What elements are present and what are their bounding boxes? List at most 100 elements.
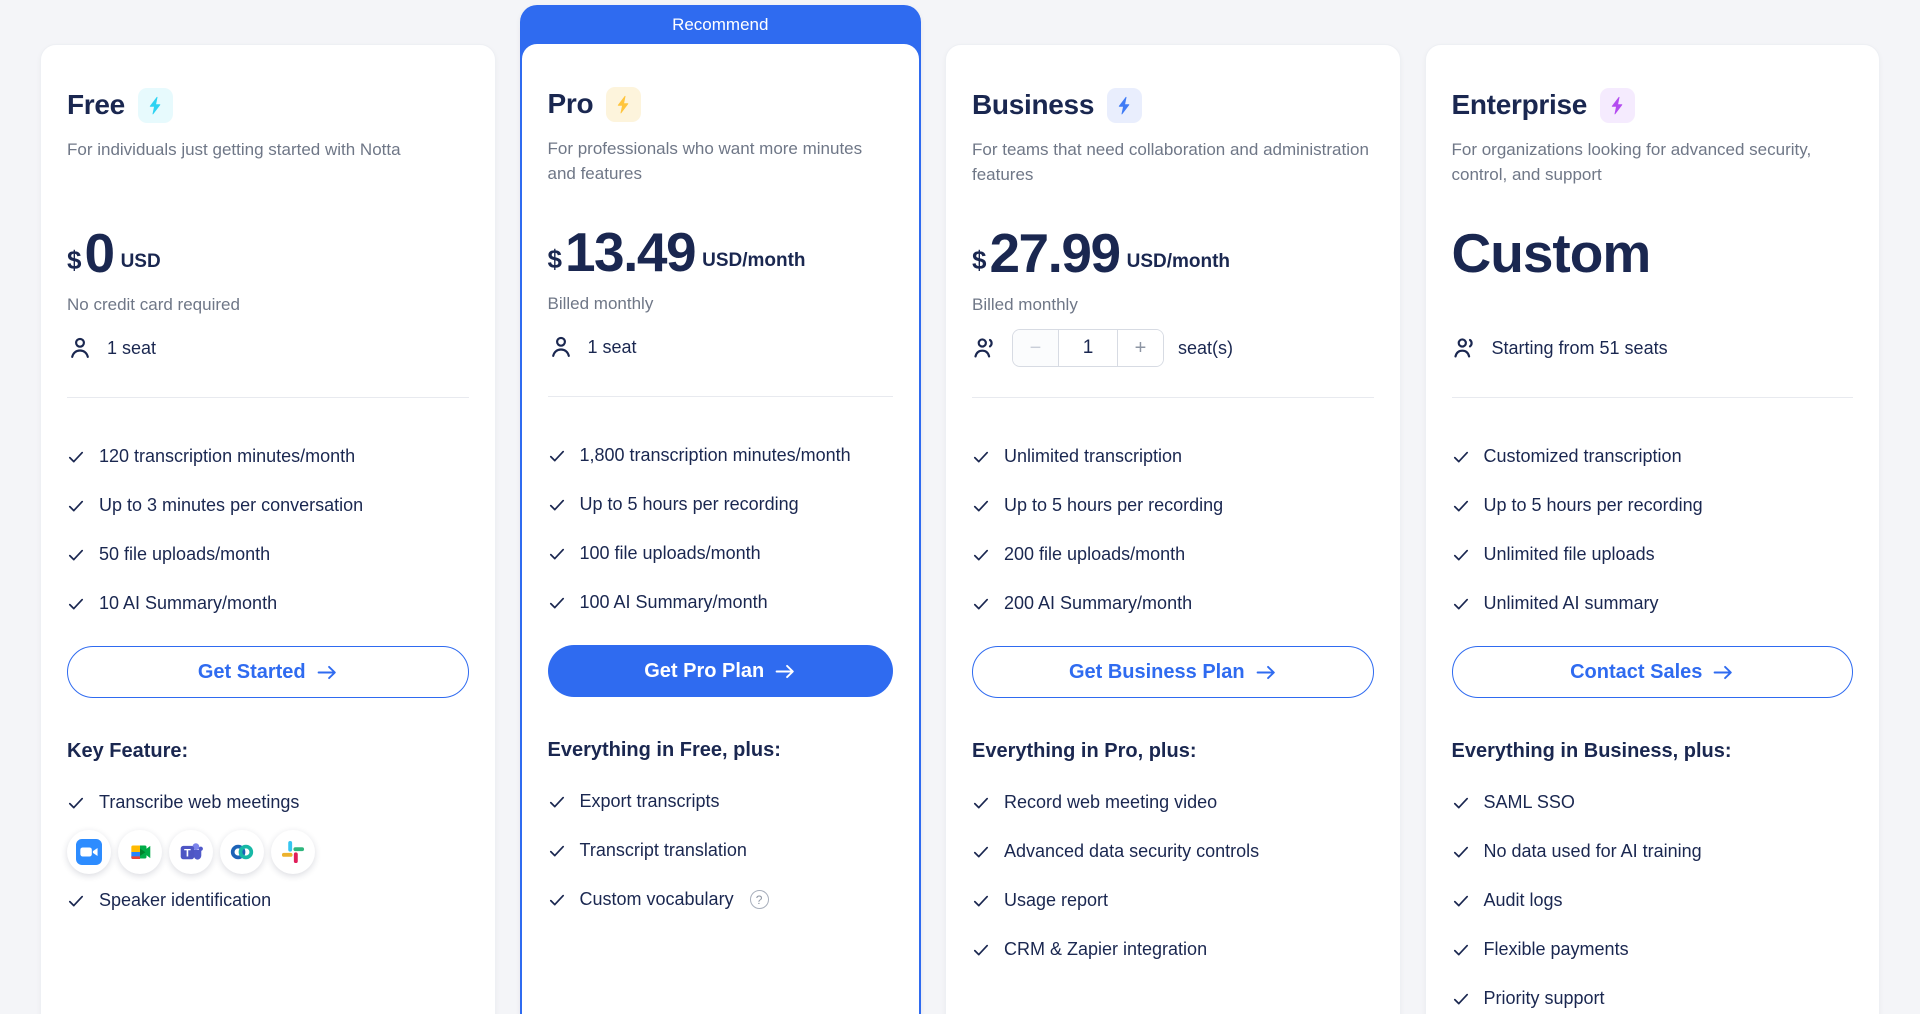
check-icon: [1453, 895, 1468, 906]
google-meet-icon: [118, 829, 162, 874]
check-icon: [68, 797, 84, 808]
get-business-plan-button[interactable]: Get Business Plan: [972, 646, 1374, 698]
seat-row: Starting from 51 seats: [1452, 329, 1854, 367]
plan-description: For organizations looking for advanced s…: [1451, 140, 1812, 184]
plan-card-free: Free For individuals just getting starte…: [40, 44, 496, 1014]
feature-item: Audit logs: [1452, 876, 1854, 925]
feature-item: Export transcripts: [548, 777, 894, 826]
feature-label: Up to 5 hours per recording: [1483, 495, 1703, 515]
billing-note: Billed monthly: [972, 295, 1078, 314]
arrow-right-icon: [1714, 665, 1733, 679]
billing-note: [1452, 295, 1854, 317]
price-unit: USD/month: [702, 250, 806, 271]
feature-label: Custom vocabulary: [579, 889, 734, 909]
check-icon: [549, 450, 564, 461]
feature-label: 100 file uploads/month: [579, 543, 761, 563]
feature-label: 120 transcription minutes/month: [99, 446, 356, 466]
feature-item: Priority support: [1452, 974, 1854, 1014]
cta-label: Get Business Plan: [1068, 660, 1245, 683]
check-icon: [1453, 797, 1468, 808]
price: $ 0 USD: [67, 223, 469, 281]
help-icon[interactable]: ?: [749, 890, 769, 909]
feature-item: SAML SSO: [1452, 778, 1854, 827]
feature-label: Unlimited transcription: [1004, 446, 1183, 466]
seat-row: 1 seat: [67, 329, 469, 367]
feature-item: Flexible payments: [1452, 925, 1854, 974]
price: Custom: [1452, 223, 1854, 281]
contact-sales-button[interactable]: Contact Sales: [1451, 646, 1853, 698]
feature-label: Speaker identification: [99, 890, 272, 910]
plan-card-pro: Pro For professionals who want more minu…: [521, 44, 919, 1014]
feature-label: Up to 5 hours per recording: [579, 494, 799, 514]
divider: [547, 396, 893, 397]
feature-label: Unlimited file uploads: [1483, 544, 1655, 564]
seat-decrement-button[interactable]: −: [1013, 330, 1058, 366]
check-icon: [1453, 549, 1468, 560]
seat-selector-row: − 1 + seat(s): [972, 329, 1374, 367]
feature-item: 1,800 transcription minutes/month: [548, 431, 894, 480]
check-icon: [1453, 993, 1468, 1004]
get-started-button[interactable]: Get Started: [67, 646, 469, 698]
seat-increment-button[interactable]: +: [1118, 330, 1163, 366]
feature-item: 100 AI Summary/month: [548, 578, 894, 627]
feature-item: Unlimited file uploads: [1452, 530, 1854, 579]
feature-item: Record web meeting video: [972, 778, 1374, 827]
feature-label: 100 AI Summary/month: [579, 592, 768, 612]
extras-heading: Everything in Pro, plus:: [972, 740, 1197, 762]
price-currency: $: [67, 245, 82, 275]
feature-label: 50 file uploads/month: [99, 544, 271, 564]
feature-item: Up to 3 minutes per conversation: [67, 481, 469, 530]
cta-label: Get Pro Plan: [644, 659, 765, 682]
seat-label: seat(s): [1178, 337, 1234, 358]
feature-item: 120 transcription minutes/month: [67, 432, 469, 481]
arrow-right-icon: [775, 664, 795, 678]
feature-label: Up to 3 minutes per conversation: [99, 495, 364, 515]
feature-label: Customized transcription: [1483, 446, 1682, 466]
plan-name: Free: [67, 89, 125, 120]
check-icon: [549, 796, 564, 807]
price: $ 27.99 USD/month: [972, 223, 1374, 281]
extras-heading: Everything in Business, plus:: [1451, 740, 1732, 762]
check-icon: [549, 597, 564, 608]
seat-row: 1 seat: [548, 328, 894, 366]
check-icon: [1453, 944, 1468, 955]
lightning-icon: [1107, 87, 1143, 123]
get-pro-plan-button[interactable]: Get Pro Plan: [547, 645, 893, 697]
feature-item: Up to 5 hours per recording: [1452, 481, 1854, 530]
feature-item: 10 AI Summary/month: [67, 579, 469, 628]
check-icon: [549, 894, 564, 905]
features-list: 120 transcription minutes/month Up to 3 m…: [67, 432, 469, 628]
arrow-right-icon: [1256, 665, 1275, 679]
users-icon: [974, 338, 993, 358]
feature-label: Audit logs: [1483, 890, 1563, 910]
feature-item: 200 file uploads/month: [972, 530, 1374, 579]
check-icon: [1453, 846, 1468, 857]
price-unit: USD/month: [1126, 251, 1231, 272]
check-icon: [549, 845, 564, 856]
plan-name: Business: [972, 89, 1095, 120]
extras-heading: Key Feature:: [67, 740, 189, 762]
feature-label: Record web meeting video: [1004, 792, 1218, 812]
seat-count-value[interactable]: 1: [1058, 330, 1118, 366]
check-icon: [68, 500, 84, 511]
feature-item: Advanced data security controls: [972, 827, 1374, 876]
plan-description: For professionals who want more minutes …: [547, 139, 863, 183]
user-icon: [551, 336, 570, 357]
lightning-icon: [137, 87, 173, 123]
divider: [67, 397, 469, 398]
check-icon: [68, 598, 84, 609]
plan-description: For teams that need collaboration and ad…: [972, 140, 1369, 184]
seat-label: Starting from 51 seats: [1491, 337, 1668, 358]
price-unit: USD: [120, 251, 161, 272]
extras-heading: Everything in Free, plus:: [547, 739, 781, 761]
lightning-icon: [1600, 87, 1635, 123]
price-currency: $: [547, 244, 562, 274]
lightning-icon: [606, 86, 642, 122]
plan-card-pro-wrapper: Recommend Pro For professionals who want…: [519, 5, 921, 1014]
feature-label: Usage report: [1004, 890, 1109, 910]
feature-label: 1,800 transcription minutes/month: [579, 445, 851, 465]
check-icon: [973, 944, 989, 955]
features-list: 1,800 transcription minutes/month Up to 5…: [548, 431, 894, 627]
cta-label: Contact Sales: [1570, 660, 1703, 683]
